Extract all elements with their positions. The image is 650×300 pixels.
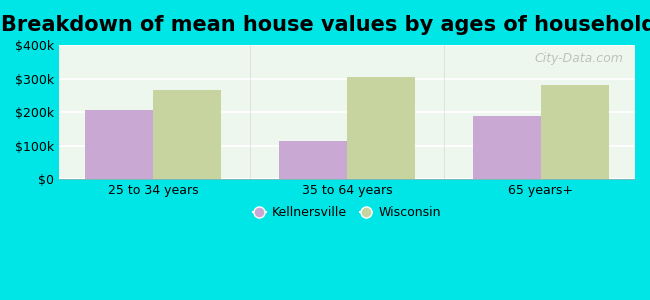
Bar xyxy=(541,85,609,179)
Title: Breakdown of mean house values by ages of householders: Breakdown of mean house values by ages o… xyxy=(1,15,650,35)
Bar xyxy=(85,110,153,179)
Bar xyxy=(347,77,415,179)
Bar xyxy=(473,116,541,179)
Legend: Kellnersville, Wisconsin: Kellnersville, Wisconsin xyxy=(248,201,446,224)
Text: City-Data.com: City-Data.com xyxy=(534,52,623,64)
Bar xyxy=(153,90,221,179)
Bar xyxy=(279,142,347,179)
